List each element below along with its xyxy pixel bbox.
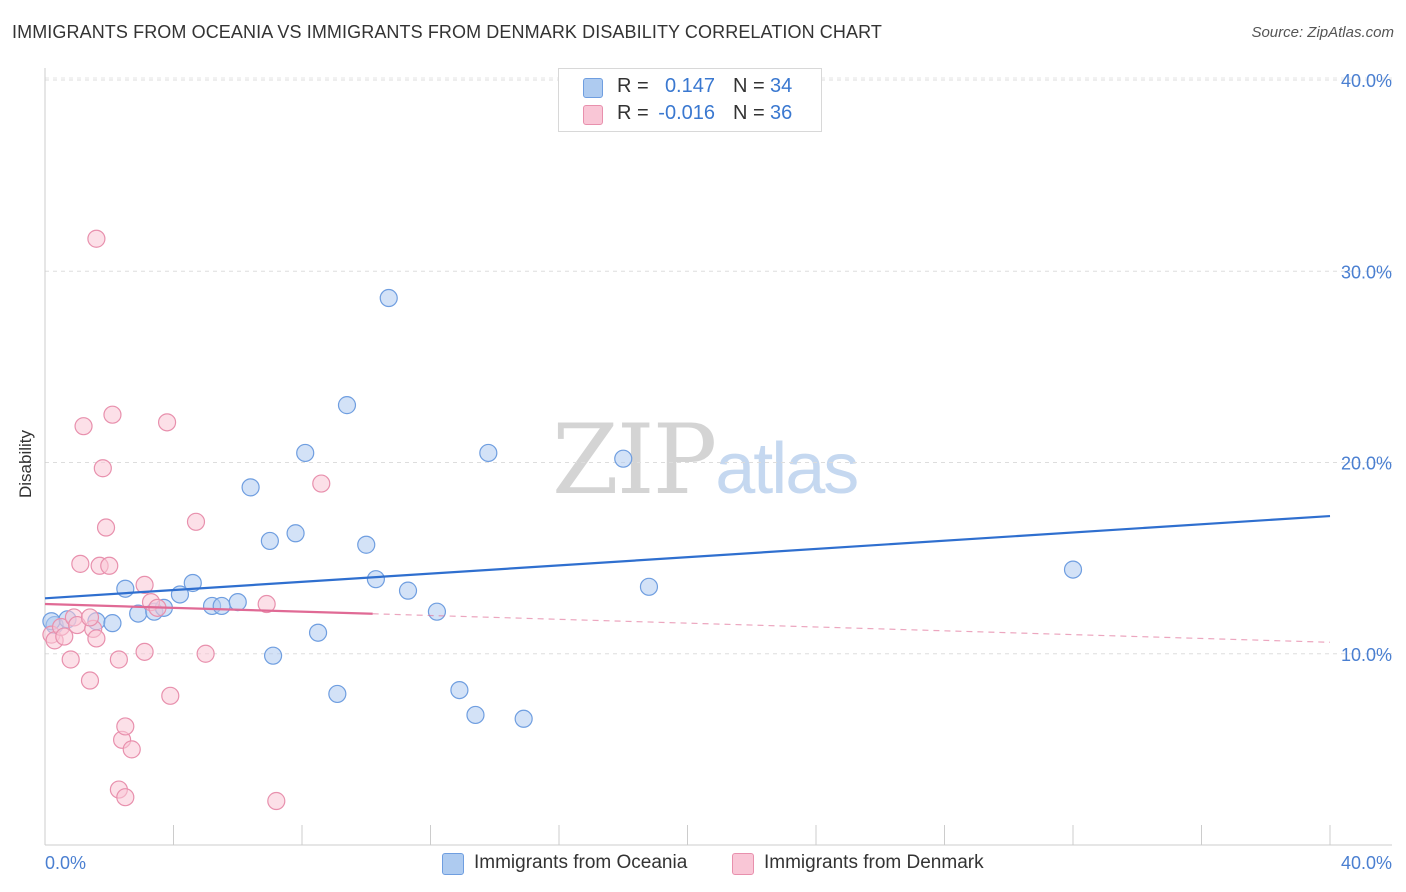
oceania-point [337, 396, 357, 415]
bottom-legend-label-denmark: Immigrants from Denmark [764, 852, 984, 873]
oceania-point [260, 531, 279, 551]
source-label: Source: ZipAtlas.com [1251, 24, 1394, 41]
denmark-point [257, 594, 276, 614]
y-tick-label: 10.0% [1341, 645, 1392, 665]
watermark: ZIPatlas [552, 404, 859, 516]
denmark-point [186, 512, 206, 531]
bottom-legend-oceania: Immigrants from Oceania [442, 852, 712, 876]
legend-r-value: 0.147 [664, 75, 715, 97]
oceania-point [614, 449, 633, 468]
oceania-point [308, 623, 328, 642]
oceania-point [103, 614, 122, 633]
oceania-point [450, 680, 469, 700]
bottom-legend-label-oceania: Immigrants from Oceania [474, 852, 688, 873]
denmark-point [103, 405, 122, 424]
bottom-legend-swatch-oceania [442, 853, 464, 875]
watermark-zip: ZIP [552, 404, 717, 516]
chart-title: IMMIGRANTS FROM OCEANIA VS IMMIGRANTS FR… [12, 22, 882, 42]
denmark-point [135, 575, 154, 595]
denmark-point [71, 554, 90, 573]
legend: R = 0.147 N = 34 R = -0.016 N = 36 [558, 68, 822, 132]
oceania-point [212, 596, 231, 616]
y-tick-label: 40.0% [1341, 71, 1392, 91]
oceania-point [379, 288, 398, 308]
watermark-atlas: atlas [715, 429, 859, 509]
denmark-point [93, 459, 112, 478]
denmark-point [267, 791, 286, 811]
denmark-point [312, 474, 331, 493]
legend-n-value: 34 [770, 75, 793, 97]
oceania-point [286, 524, 305, 543]
denmark-point [196, 644, 215, 663]
y-tick-label: 30.0% [1341, 262, 1392, 282]
denmark-point [80, 671, 100, 690]
legend-n-label: N = [733, 75, 765, 97]
denmark-point [135, 642, 154, 661]
y-axis-label: Disability [16, 429, 35, 498]
denmark-point [96, 518, 116, 537]
x-tick-label: 0.0% [45, 853, 86, 873]
x-tick-label: 40.0% [1341, 853, 1392, 873]
legend-r-label: R = [617, 102, 649, 124]
oceania-point [427, 602, 447, 621]
legend-swatch-denmark [583, 105, 603, 125]
oceania-point [466, 705, 485, 725]
oceania-point [228, 593, 247, 612]
denmark-trend-line [44, 602, 373, 615]
oceania-point [328, 684, 347, 704]
denmark-point [74, 417, 93, 436]
denmark-point [61, 650, 80, 669]
denmark-point [87, 229, 106, 248]
oceania-point [241, 478, 260, 497]
oceania-point [183, 573, 202, 593]
legend-n-label: N = [733, 102, 765, 124]
denmark-point [100, 556, 119, 575]
oceania-point [263, 646, 283, 665]
denmark-point [55, 627, 74, 646]
denmark-point [122, 740, 141, 759]
denmark-point [161, 686, 180, 705]
y-tick-label: 20.0% [1341, 454, 1392, 474]
denmark-point [157, 413, 177, 432]
denmark-trend-extension [372, 613, 1331, 643]
legend-r-label: R = [617, 75, 649, 97]
oceania-trend-line [44, 514, 1331, 600]
oceania-point [514, 709, 533, 728]
legend-row-oceania: R = 0.147 N = 34 [559, 75, 821, 101]
legend-n-value: 36 [770, 102, 793, 124]
bottom-legend-denmark: Immigrants from Denmark [732, 852, 1012, 876]
denmark-point [87, 629, 106, 648]
oceania-point [639, 577, 659, 596]
legend-r-value: -0.016 [658, 102, 715, 124]
oceania-point [357, 535, 376, 554]
oceania-point [479, 443, 498, 463]
denmark-point [116, 788, 135, 807]
denmark-point [109, 650, 128, 669]
denmark-point [80, 608, 100, 627]
oceania-point [296, 443, 315, 463]
denmark-point [116, 717, 135, 736]
oceania-point [366, 570, 385, 589]
oceania-point [1063, 560, 1083, 579]
bottom-legend-swatch-denmark [732, 853, 754, 875]
legend-swatch-oceania [583, 78, 603, 98]
legend-row-denmark: R = -0.016 N = 36 [559, 102, 821, 128]
oceania-point [116, 579, 135, 598]
oceania-point [398, 581, 418, 600]
